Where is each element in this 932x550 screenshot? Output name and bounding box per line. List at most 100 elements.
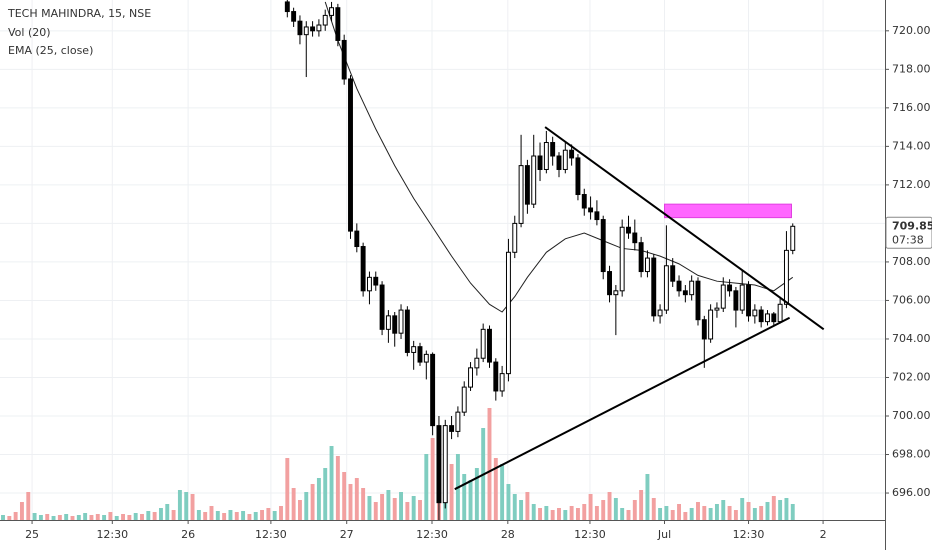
volume-bar <box>108 512 113 520</box>
legend-ema: EMA (25, close) <box>8 44 93 57</box>
candle-body <box>790 225 796 251</box>
x-tick-label: 2 <box>820 528 827 541</box>
volume-bar <box>310 484 315 520</box>
volume-bar <box>696 502 700 520</box>
volume-bar <box>462 474 467 520</box>
candle-body <box>632 232 638 244</box>
volume-bar <box>721 500 726 520</box>
volume-bar <box>348 484 353 520</box>
candle-body <box>714 307 720 311</box>
volume-bar <box>64 514 69 520</box>
candle-body <box>392 315 398 334</box>
candle-body <box>499 373 505 392</box>
volume-bar <box>380 494 385 520</box>
candle-body <box>310 26 316 32</box>
volume-bar <box>234 512 239 520</box>
volume-bar <box>241 511 246 520</box>
volume-bar <box>373 502 378 520</box>
volume-bar <box>658 508 663 520</box>
volume-bar <box>405 502 410 520</box>
legend-symbol: TECH MAHINDRA, 15, NSE <box>7 7 151 20</box>
volume-bar <box>203 512 208 520</box>
candle-body <box>480 328 486 359</box>
volume-bar <box>228 510 233 520</box>
candle-body <box>449 425 455 432</box>
y-tick-label: 714.00 <box>892 139 931 152</box>
candle-body <box>682 290 688 296</box>
candle-body <box>613 290 619 296</box>
x-tick-label: 12:30 <box>733 528 765 541</box>
volume-bar <box>386 490 391 520</box>
volume-bar <box>531 504 536 520</box>
candle-body <box>291 11 297 22</box>
volume-bar <box>133 513 138 520</box>
candle-body <box>670 265 676 282</box>
zone-rectangle <box>664 203 792 219</box>
volume-bar <box>670 510 675 520</box>
axes: 696.00 698.00 700.00 702.00 704.00 706.00 708.… <box>25 24 932 541</box>
volume-bar <box>260 510 264 520</box>
candle-body <box>777 303 783 323</box>
volume-bar <box>392 498 397 520</box>
candle-body <box>727 284 733 292</box>
volume-bar <box>165 504 170 520</box>
candle-body <box>543 142 549 170</box>
candle-body <box>404 309 410 353</box>
trendline <box>544 126 825 331</box>
volume-bar <box>626 510 631 520</box>
volume-bar <box>474 468 479 520</box>
candle-body <box>461 386 467 413</box>
volume-bar <box>247 514 252 520</box>
volume-bar <box>209 506 214 520</box>
volume-bar <box>727 506 732 520</box>
volume-bar <box>266 508 271 520</box>
volume-bar <box>424 454 429 520</box>
volume-bar <box>38 515 43 520</box>
candle-body <box>556 155 562 170</box>
volume-bar <box>651 498 656 520</box>
volume-bar <box>708 508 713 520</box>
volume-bar <box>588 494 593 520</box>
volume-bar <box>512 494 517 520</box>
volume-bar <box>329 446 334 520</box>
volume-bar <box>291 488 296 520</box>
candle-body <box>588 207 594 213</box>
volume-bar <box>215 511 220 520</box>
candle-body <box>657 309 663 317</box>
candle-body <box>284 1 290 13</box>
volume-bar <box>500 464 505 520</box>
candle-body <box>594 211 600 221</box>
volume-bar <box>335 456 340 520</box>
x-tick-label: 12:30 <box>96 528 128 541</box>
volume-bar <box>575 508 580 520</box>
legend-volume: Vol (20) <box>8 26 51 39</box>
candle-body <box>581 194 587 209</box>
volume-bar <box>468 480 473 520</box>
candle-body <box>695 280 701 321</box>
volume-bar <box>89 515 94 520</box>
candle-body <box>474 357 480 369</box>
volume-bar <box>740 498 745 520</box>
volume-bar <box>304 492 309 520</box>
candle-body <box>316 24 322 32</box>
volume-bar <box>790 504 795 520</box>
volume-bar <box>83 513 88 520</box>
candle-body <box>505 251 511 375</box>
ema-line <box>324 1 794 313</box>
volume-bar <box>316 478 321 520</box>
volume-bar <box>683 512 688 520</box>
volume-bar <box>140 514 144 520</box>
candle-body <box>329 7 334 16</box>
volume-bar <box>45 514 50 520</box>
y-tick-label: 712.00 <box>892 178 931 191</box>
x-tick-label: 28 <box>501 528 515 541</box>
volume-bar <box>354 478 359 520</box>
volume-bar <box>121 514 126 520</box>
volume-bar <box>367 496 372 520</box>
volume-bar <box>677 504 681 520</box>
candle-body <box>783 249 789 305</box>
candle-body <box>619 226 625 292</box>
volume-bar <box>493 458 498 520</box>
volume-bar <box>538 508 542 520</box>
